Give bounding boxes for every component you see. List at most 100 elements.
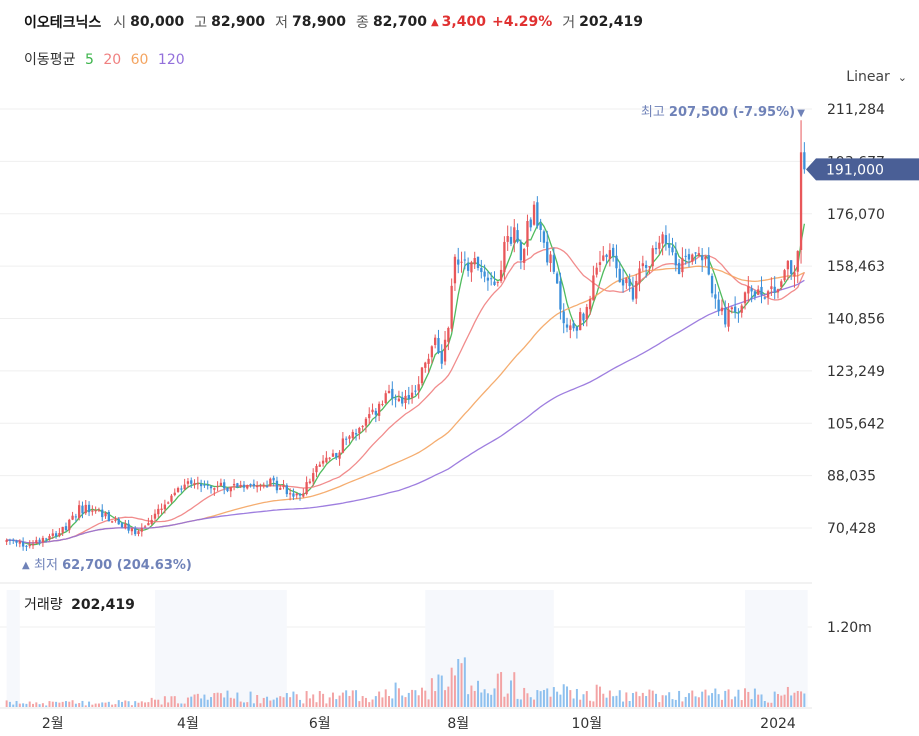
volume-bar xyxy=(331,692,334,707)
volume-bar xyxy=(420,687,423,707)
volume-bar xyxy=(262,697,265,707)
volume-bar xyxy=(252,703,255,707)
candle-body xyxy=(236,483,239,488)
stock-name: 이오테크닉스 xyxy=(24,15,102,31)
x-axis: 2월 4월 6월 8월 10월 2024 xyxy=(42,716,796,732)
volume-bar xyxy=(786,686,789,707)
candle xyxy=(417,376,420,399)
candle xyxy=(786,260,790,281)
candle-body xyxy=(354,433,358,435)
candle xyxy=(295,492,298,499)
candle-body xyxy=(401,397,404,404)
volume-bar xyxy=(371,699,374,707)
candle xyxy=(104,511,107,519)
candle xyxy=(183,478,186,491)
candle xyxy=(460,251,463,273)
x-tick-label: 10월 xyxy=(571,716,602,732)
volume-bar xyxy=(58,702,61,707)
volume-bar xyxy=(579,699,582,707)
candle xyxy=(483,264,486,283)
candle xyxy=(292,488,295,501)
candle xyxy=(259,483,262,491)
volume-bar xyxy=(674,699,677,707)
candle-body xyxy=(803,152,806,170)
candle xyxy=(532,201,536,226)
scale-selector[interactable]: Linear ⌄ xyxy=(846,69,907,85)
candle-body xyxy=(529,219,532,228)
candle xyxy=(269,477,272,487)
candle xyxy=(25,545,28,551)
candle-body xyxy=(628,278,631,287)
volume-bar xyxy=(533,699,536,707)
candle-body xyxy=(391,388,394,399)
candle-body xyxy=(298,493,302,496)
candle-body xyxy=(766,291,770,298)
candle xyxy=(450,278,453,332)
volume-bar xyxy=(272,699,275,707)
candle xyxy=(595,262,598,278)
candle xyxy=(107,510,110,522)
moving-average-legend[interactable]: 이동평균 5 20 60 120 xyxy=(24,49,190,69)
candle-body xyxy=(381,403,384,405)
candle-body xyxy=(180,488,183,490)
candle-body xyxy=(305,482,308,495)
candle-body xyxy=(183,484,186,490)
volume-bar xyxy=(15,700,18,707)
candle xyxy=(308,478,312,485)
volume-bar xyxy=(32,703,35,707)
candle xyxy=(134,526,137,537)
candle-body xyxy=(724,307,727,325)
candle xyxy=(97,507,101,513)
volume-bar xyxy=(516,698,519,707)
candle xyxy=(45,537,48,543)
volume-bar xyxy=(697,697,700,707)
volume-bar xyxy=(556,691,559,707)
candle xyxy=(120,521,124,529)
low-label: 저 xyxy=(275,15,289,31)
candle-body xyxy=(341,438,345,453)
candle xyxy=(776,288,780,299)
candle-body xyxy=(285,485,288,495)
candle xyxy=(190,477,193,488)
candle xyxy=(150,515,153,526)
candle xyxy=(338,450,341,466)
volume-bar xyxy=(137,702,140,707)
candle-body xyxy=(463,259,466,261)
candle-body xyxy=(163,504,167,510)
candle xyxy=(377,401,381,422)
candle-body xyxy=(124,523,127,528)
candle xyxy=(773,276,776,300)
candle-body xyxy=(308,481,312,483)
candle xyxy=(730,306,733,314)
candle-body xyxy=(58,532,61,537)
candle xyxy=(12,538,15,544)
volume-bar xyxy=(671,699,674,707)
candle-body xyxy=(150,519,153,524)
candle xyxy=(130,527,134,536)
volume-bar xyxy=(183,703,186,707)
price-tag-bg xyxy=(806,158,919,181)
candle-body xyxy=(134,528,137,535)
candle xyxy=(440,344,443,369)
candle-body xyxy=(292,493,295,497)
candle xyxy=(803,142,806,174)
candle xyxy=(457,247,460,274)
candle xyxy=(447,326,450,351)
volume-bar xyxy=(167,702,170,707)
candle xyxy=(285,483,288,498)
candle-body xyxy=(783,270,786,281)
volume-bar xyxy=(401,695,404,707)
candle-body xyxy=(763,297,766,299)
volume-bar xyxy=(114,704,117,707)
candle xyxy=(747,276,750,303)
ma-line-20 xyxy=(6,247,805,544)
candle-body xyxy=(295,493,298,496)
candle xyxy=(724,300,727,328)
volume-bar xyxy=(177,703,180,707)
candle-body xyxy=(420,367,424,384)
candle xyxy=(780,279,783,290)
candle-body xyxy=(595,267,598,275)
candle xyxy=(470,260,473,282)
volume-bar xyxy=(289,697,292,707)
